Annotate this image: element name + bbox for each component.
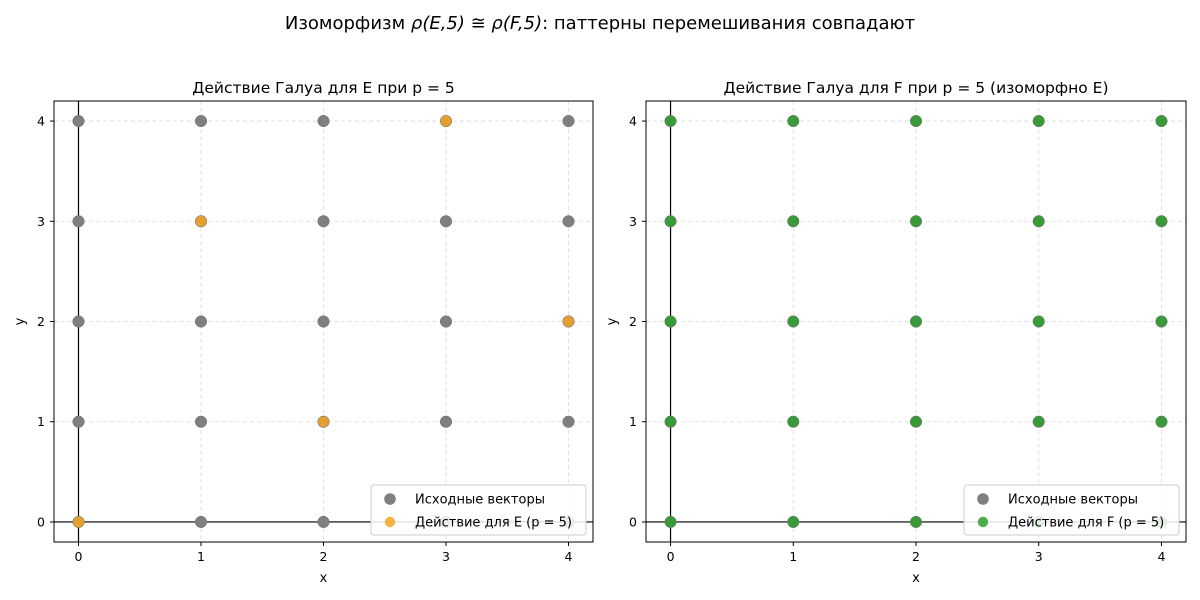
y-axis-label: y bbox=[13, 317, 28, 325]
legend-label: Действие для E (p = 5) bbox=[415, 516, 572, 531]
data-point-series-1 bbox=[910, 516, 922, 528]
data-point-series-0 bbox=[439, 315, 453, 328]
legend-label: Действие для F (p = 5) bbox=[1008, 516, 1164, 531]
legend: Исходные векторы Действие для F (p = 5) bbox=[963, 484, 1180, 536]
data-point-series-1 bbox=[1033, 215, 1045, 227]
x-tick-label: 0 bbox=[667, 549, 675, 564]
data-point-series-1 bbox=[440, 115, 452, 127]
data-point-series-1 bbox=[563, 316, 574, 327]
data-point-series-1 bbox=[787, 316, 799, 327]
data-point-series-1 bbox=[787, 416, 799, 428]
x-tick-label: 3 bbox=[442, 549, 450, 564]
data-point-series-0 bbox=[72, 215, 85, 228]
x-tick-label: 2 bbox=[320, 549, 328, 564]
data-point-series-0 bbox=[194, 114, 208, 128]
data-point-series-0 bbox=[562, 215, 575, 228]
chart-panel-f: 0 1 2 3 4 0 1 2 3 4 x y Действие Галуа для F при p =… bbox=[605, 79, 1187, 586]
data-point-series-0 bbox=[317, 515, 330, 529]
y-tick-label: 2 bbox=[37, 314, 45, 329]
data-point-series-1 bbox=[787, 115, 799, 127]
data-point-series-1 bbox=[910, 215, 922, 227]
data-point-series-0 bbox=[562, 114, 575, 128]
data-point-series-1 bbox=[318, 416, 329, 428]
data-point-series-1 bbox=[665, 115, 676, 127]
y-tick-label: 3 bbox=[629, 214, 637, 229]
data-point-series-1 bbox=[1156, 115, 1167, 127]
figure-title: Изоморфизм ρ(E,5) ≅ ρ(F,5): паттерны пер… bbox=[285, 13, 915, 34]
y-tick-label: 1 bbox=[629, 414, 637, 429]
data-point-series-0 bbox=[439, 415, 453, 428]
legend-label: Исходные векторы bbox=[415, 493, 545, 508]
y-tick-label: 2 bbox=[629, 314, 637, 329]
x-axis-label: x bbox=[320, 571, 328, 586]
data-point-series-1 bbox=[910, 115, 922, 127]
legend-marker bbox=[384, 516, 396, 528]
data-point-series-1 bbox=[910, 316, 922, 327]
legend-marker bbox=[384, 493, 396, 505]
x-tick-label: 1 bbox=[789, 549, 797, 564]
legend-box bbox=[963, 484, 1180, 536]
data-point-series-0 bbox=[562, 415, 575, 428]
y-tick-label: 0 bbox=[629, 514, 637, 529]
y-tick-label: 4 bbox=[37, 114, 45, 129]
data-point-series-1 bbox=[665, 215, 676, 227]
data-point-series-1 bbox=[787, 516, 799, 528]
data-point-series-0 bbox=[72, 114, 85, 128]
y-tick-label: 0 bbox=[37, 514, 45, 529]
data-point-series-1 bbox=[665, 516, 676, 528]
data-point-series-1 bbox=[1156, 215, 1167, 227]
legend-box bbox=[370, 484, 587, 536]
x-tick-label: 2 bbox=[912, 549, 920, 564]
legend-label: Исходные векторы bbox=[1008, 493, 1138, 508]
x-tick-label: 1 bbox=[197, 549, 205, 564]
data-point-series-1 bbox=[73, 516, 84, 528]
chart-title: Действие Галуа для F при p = 5 (изоморфн… bbox=[723, 79, 1108, 97]
data-point-series-0 bbox=[194, 515, 208, 529]
legend: Исходные векторы Действие для E (p = 5) bbox=[370, 484, 587, 536]
x-tick-label: 4 bbox=[565, 549, 573, 564]
y-tick-label: 1 bbox=[37, 414, 45, 429]
data-point-series-0 bbox=[194, 415, 208, 428]
data-point-series-0 bbox=[72, 415, 85, 428]
y-axis-label: y bbox=[605, 317, 620, 325]
data-point-series-1 bbox=[1033, 316, 1045, 327]
y-tick-label: 3 bbox=[37, 214, 45, 229]
x-tick-label: 0 bbox=[75, 549, 83, 564]
data-point-series-1 bbox=[787, 215, 799, 227]
x-tick-label: 3 bbox=[1035, 549, 1043, 564]
data-point-series-0 bbox=[72, 315, 85, 328]
chart-title: Действие Галуа для E при p = 5 bbox=[192, 79, 455, 97]
data-point-series-0 bbox=[194, 315, 208, 328]
data-point-series-0 bbox=[439, 215, 453, 228]
chart-panel-e: 0 1 2 3 4 0 1 2 3 4 x y Действие Галуа для E при p =… bbox=[13, 79, 594, 586]
data-point-series-0 bbox=[317, 215, 330, 228]
data-point-series-0 bbox=[317, 315, 330, 328]
x-axis-label: x bbox=[912, 571, 920, 586]
legend-marker bbox=[977, 516, 989, 528]
data-point-series-1 bbox=[910, 416, 922, 428]
data-point-series-1 bbox=[665, 316, 676, 327]
data-point-series-1 bbox=[1033, 115, 1045, 127]
y-tick-label: 4 bbox=[629, 114, 637, 129]
data-point-series-1 bbox=[1033, 416, 1045, 428]
data-point-series-1 bbox=[665, 416, 676, 428]
data-point-series-1 bbox=[1156, 316, 1167, 327]
x-tick-label: 4 bbox=[1157, 549, 1165, 564]
data-point-series-1 bbox=[195, 215, 207, 227]
legend-marker bbox=[977, 493, 989, 505]
data-point-series-1 bbox=[1156, 416, 1167, 428]
data-point-series-0 bbox=[317, 114, 330, 128]
